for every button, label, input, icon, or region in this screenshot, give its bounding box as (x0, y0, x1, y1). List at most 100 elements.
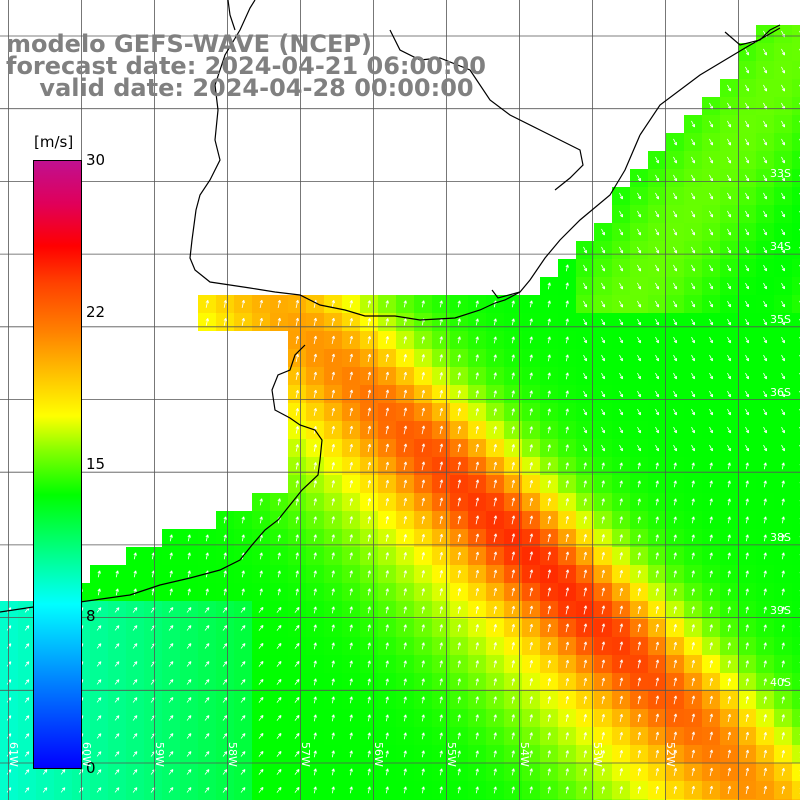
wind-vector-arrow (619, 498, 623, 506)
wind-vector-arrow (294, 643, 300, 649)
wind-vector-arrow (781, 138, 785, 146)
wind-vector-arrow (727, 785, 732, 795)
wind-vector-arrow (709, 390, 713, 398)
wind-vector-arrow (439, 407, 444, 416)
wind-vector-arrow (727, 192, 731, 200)
wind-speed-cell (792, 637, 800, 655)
wind-vector-arrow (529, 444, 533, 452)
wind-vector-arrow (385, 407, 390, 417)
wind-vector-arrow (421, 660, 425, 668)
wind-vector-arrow (727, 354, 731, 362)
wind-vector-arrow (691, 462, 695, 470)
wind-vector-arrow (385, 768, 389, 776)
wind-vector-arrow (745, 192, 749, 200)
wind-vector-arrow (745, 678, 749, 686)
wind-vector-arrow (763, 210, 767, 218)
wind-vector-arrow (493, 336, 497, 344)
wind-vector-arrow (583, 659, 588, 669)
wind-vector-arrow (673, 138, 677, 146)
wind-vector-arrow (475, 569, 480, 578)
wind-vector-arrow (511, 479, 516, 489)
wind-vector-arrow (187, 570, 191, 578)
wind-vector-arrow (547, 678, 551, 686)
wind-vector-arrow (439, 300, 443, 308)
wind-vector-arrow (241, 570, 245, 578)
lat-label-38s: 38S (770, 531, 791, 544)
wind-vector-arrow (511, 390, 515, 398)
wind-vector-arrow (673, 624, 677, 632)
wind-vector-arrow (96, 625, 102, 631)
wind-vector-arrow (745, 354, 749, 362)
wind-vector-arrow (619, 713, 624, 722)
wind-vector-arrow (781, 192, 785, 200)
wind-vector-arrow (331, 768, 335, 776)
wind-vector-arrow (493, 354, 497, 362)
wind-vector-arrow (655, 677, 660, 687)
wind-vector-arrow (294, 751, 300, 757)
wind-vector-arrow (96, 787, 102, 793)
wind-vector-arrow (186, 661, 192, 667)
wind-vector-arrow (655, 498, 659, 506)
wind-vector-arrow (601, 444, 605, 452)
wind-vector-arrow (637, 713, 642, 723)
wind-vector-arrow (565, 390, 569, 398)
wind-vector-arrow (601, 534, 605, 542)
wind-vector-arrow (745, 228, 749, 236)
wind-vector-arrow (745, 336, 749, 344)
wind-vector-arrow (673, 659, 678, 669)
wind-vector-arrow (457, 696, 461, 704)
wind-vector-arrow (294, 787, 300, 793)
wind-vector-arrow (168, 679, 174, 685)
wind-vector-arrow (367, 389, 372, 399)
wind-vector-arrow (565, 732, 569, 740)
wind-vector-arrow (763, 570, 767, 578)
wind-vector-arrow (349, 642, 353, 650)
wind-vector-arrow (96, 715, 102, 721)
wind-vector-arrow (367, 498, 371, 506)
wind-vector-arrow (673, 426, 677, 434)
wind-vector-arrow (403, 624, 407, 632)
wind-vector-arrow (655, 444, 659, 452)
wind-vector-arrow (745, 660, 749, 668)
wind-vector-arrow (763, 678, 767, 686)
wind-vector-arrow (367, 461, 371, 470)
wind-vector-arrow (565, 318, 569, 326)
wind-speed-cell (792, 223, 800, 241)
wind-vector-arrow (223, 516, 227, 524)
wind-vector-arrow (781, 426, 785, 434)
wind-vector-arrow (655, 372, 659, 380)
wind-vector-arrow (745, 498, 749, 506)
wind-vector-arrow (349, 660, 353, 668)
wind-vector-arrow (367, 570, 371, 578)
wind-vector-arrow (511, 587, 516, 597)
wind-vector-arrow (673, 785, 677, 794)
wind-vector-arrow (583, 444, 587, 452)
wind-vector-arrow (313, 335, 318, 345)
wind-vector-arrow (655, 426, 659, 434)
wind-vector-arrow (619, 569, 623, 578)
wind-vector-arrow (673, 677, 678, 687)
wind-vector-arrow (276, 661, 282, 667)
wind-vector-arrow (313, 498, 317, 506)
wind-vector-arrow (331, 498, 335, 506)
wind-speed-cell (792, 547, 800, 565)
wind-vector-arrow (565, 444, 569, 452)
wind-vector-arrow (727, 426, 731, 434)
wind-vector-arrow (168, 733, 174, 739)
wind-vector-arrow (691, 246, 695, 254)
wind-vector-arrow (403, 714, 407, 722)
wind-vector-arrow (511, 732, 515, 740)
wind-vector-arrow (529, 372, 533, 380)
wind-vector-arrow (385, 353, 389, 362)
wind-vector-arrow (385, 371, 390, 381)
wind-vector-arrow (331, 552, 335, 560)
wind-vector-arrow (511, 444, 515, 452)
wind-vector-arrow (781, 228, 785, 236)
wind-vector-arrow (619, 300, 623, 308)
wind-vector-arrow (403, 497, 407, 506)
wind-vector-arrow (655, 246, 659, 254)
wind-vector-arrow (511, 336, 515, 344)
wind-vector-arrow (763, 174, 767, 182)
wind-vector-arrow (186, 787, 192, 793)
wind-vector-arrow (529, 768, 533, 776)
